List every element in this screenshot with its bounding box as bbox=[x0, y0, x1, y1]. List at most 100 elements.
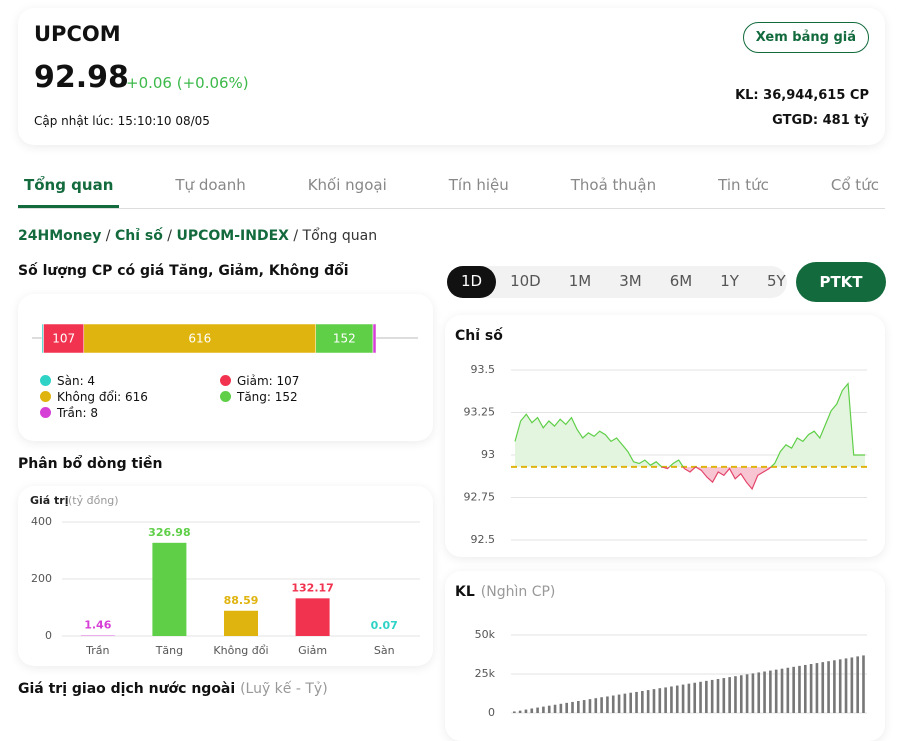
bar bbox=[682, 685, 685, 713]
bar bbox=[839, 659, 842, 713]
bar bbox=[641, 691, 644, 713]
flow-chart: Giá trị(tỷ đồng)02004001.46Trần326.98Tăn… bbox=[18, 486, 433, 666]
legend-item: Sàn: 4 bbox=[40, 374, 220, 388]
y-tick-label: 93.25 bbox=[464, 406, 496, 419]
tab[interactable]: Thoả thuận bbox=[565, 170, 662, 208]
range-button[interactable]: 5Y bbox=[753, 266, 800, 298]
bar bbox=[862, 655, 865, 713]
bar bbox=[705, 681, 708, 713]
y-tick-label: 25k bbox=[475, 667, 496, 680]
bar bbox=[746, 674, 749, 713]
bar bbox=[548, 706, 551, 713]
x-tick-label: Tăng bbox=[155, 644, 183, 657]
tab[interactable]: Tin tức bbox=[712, 170, 775, 208]
tab[interactable]: Tự doanh bbox=[169, 170, 251, 208]
bar bbox=[676, 686, 679, 713]
bar bbox=[845, 658, 848, 713]
tab[interactable]: Tổng quan bbox=[18, 170, 119, 208]
bar bbox=[711, 680, 714, 713]
x-tick-label: Sàn bbox=[374, 644, 395, 657]
breadcrumb: 24HMoneyChỉ sốUPCOM-INDEXTổng quan bbox=[18, 228, 377, 244]
ptkt-button[interactable]: PTKT bbox=[796, 262, 886, 302]
bar bbox=[618, 695, 621, 713]
bar bbox=[635, 692, 638, 713]
bar bbox=[851, 657, 854, 713]
tab[interactable]: Khối ngoại bbox=[302, 170, 393, 208]
bar bbox=[525, 710, 528, 713]
bar bbox=[816, 663, 819, 713]
bar bbox=[717, 679, 720, 713]
bar bbox=[606, 696, 609, 713]
area-up bbox=[515, 384, 865, 489]
bar bbox=[612, 696, 615, 713]
range-button[interactable]: 1M bbox=[555, 266, 606, 298]
foreign-title: Giá trị giao dịch nước ngoài bbox=[18, 681, 235, 697]
bar bbox=[664, 687, 667, 713]
bar bbox=[757, 672, 760, 713]
volume: KL: 36,944,615 CP bbox=[735, 88, 869, 103]
legend-item: Tăng: 152 bbox=[220, 390, 400, 404]
bar bbox=[827, 661, 830, 713]
breadcrumb-item[interactable]: 24HMoney bbox=[18, 228, 115, 244]
bar bbox=[152, 543, 186, 636]
range-button[interactable]: 6M bbox=[656, 266, 707, 298]
volume-unit: (Nghìn CP) bbox=[481, 584, 556, 600]
y-tick-label: 93.5 bbox=[471, 363, 496, 376]
range-button[interactable]: 1D bbox=[447, 266, 496, 298]
price-board-button[interactable]: Xem bảng giá bbox=[743, 22, 869, 53]
bar bbox=[787, 668, 790, 713]
range-button[interactable]: 3M bbox=[605, 266, 656, 298]
bar bbox=[769, 671, 772, 713]
range-button[interactable]: 1Y bbox=[706, 266, 753, 298]
breadcrumb-item[interactable]: Chỉ số bbox=[115, 228, 177, 244]
index-name: UPCOM bbox=[34, 22, 121, 46]
breadcrumb-item[interactable]: UPCOM-INDEX bbox=[176, 228, 302, 244]
tabs: Tổng quan Tự doanh Khối ngoại Tín hiệu Thoả … bbox=[18, 170, 885, 209]
y-tick-label: 92.75 bbox=[464, 491, 496, 504]
bar bbox=[699, 682, 702, 713]
breadcrumb-item[interactable]: Tổng quan bbox=[303, 228, 378, 244]
bar bbox=[688, 684, 691, 713]
x-tick-label: Giảm bbox=[298, 644, 327, 657]
tab[interactable]: Cổ tức bbox=[825, 170, 885, 208]
bar bbox=[775, 670, 778, 713]
value-label: 88.59 bbox=[224, 594, 259, 607]
bar bbox=[629, 693, 632, 713]
bar bbox=[833, 660, 836, 713]
bar bbox=[763, 672, 766, 713]
range-button[interactable]: 10D bbox=[496, 266, 555, 298]
bar bbox=[519, 711, 522, 713]
bar bbox=[821, 662, 824, 713]
segment-label: 152 bbox=[333, 332, 356, 346]
segment-label: 616 bbox=[188, 332, 211, 346]
page: UPCOM 92.98 +0.06 (+0.06%) Cập nhật lúc:… bbox=[0, 0, 897, 720]
value-label: 0.07 bbox=[371, 619, 398, 632]
y-label: Giá trị bbox=[30, 494, 69, 507]
bar bbox=[734, 676, 737, 713]
value-label: 132.17 bbox=[291, 581, 333, 594]
header-card: UPCOM 92.98 +0.06 (+0.06%) Cập nhật lúc:… bbox=[18, 8, 885, 145]
bar bbox=[600, 697, 603, 713]
bar bbox=[798, 666, 801, 713]
bar bbox=[752, 673, 755, 713]
bar bbox=[658, 688, 661, 713]
bar bbox=[740, 675, 743, 713]
value: GTGD: 481 tỷ bbox=[772, 113, 869, 128]
tab[interactable]: Tín hiệu bbox=[443, 170, 515, 208]
chart-title: Chỉ số bbox=[455, 327, 503, 344]
y-tick-label: 400 bbox=[31, 515, 52, 528]
bar bbox=[670, 686, 673, 713]
y-tick-label: 0 bbox=[488, 706, 495, 719]
bar bbox=[624, 694, 627, 713]
updated: Cập nhật lúc: 15:10:10 08/05 bbox=[34, 114, 210, 128]
bar bbox=[530, 708, 533, 713]
